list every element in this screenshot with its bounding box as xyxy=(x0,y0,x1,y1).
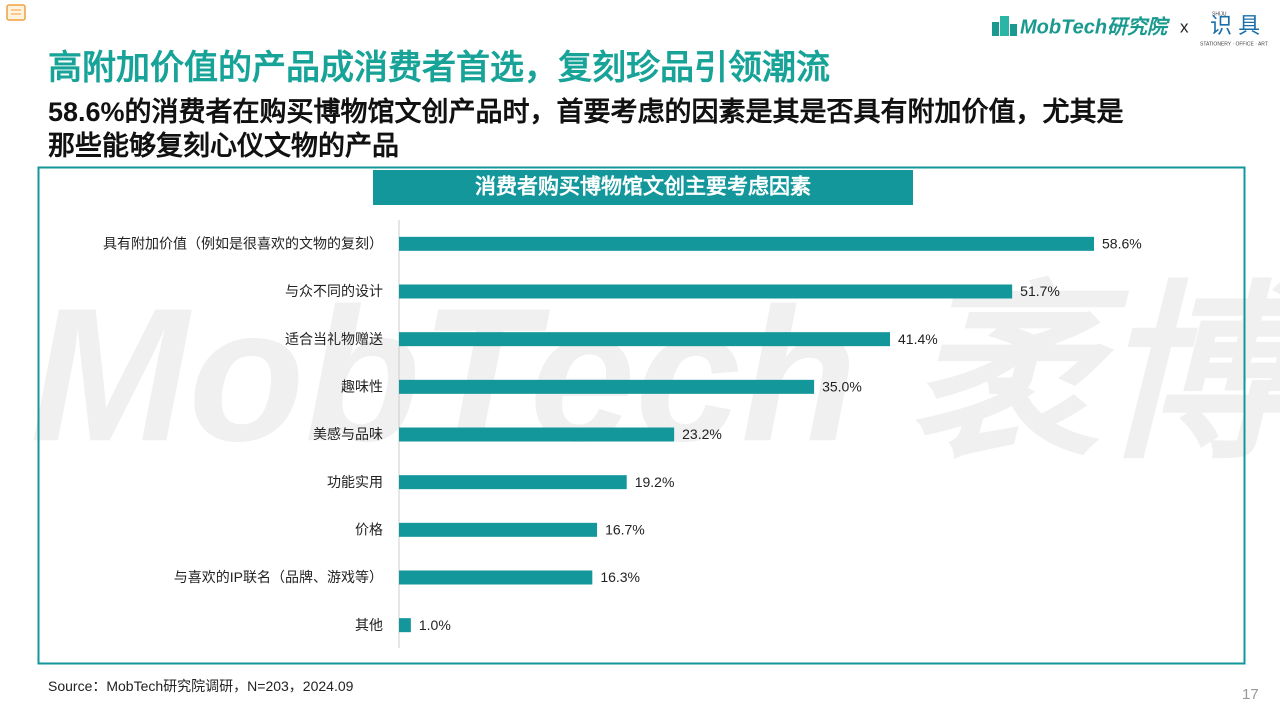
comment-icon xyxy=(6,4,26,21)
value-label: 41.4% xyxy=(898,331,938,347)
category-label: 价格 xyxy=(355,522,383,538)
source-note: Source：MobTech研究院调研，N=203，2024.09 xyxy=(48,678,354,694)
bar xyxy=(399,522,598,537)
bar xyxy=(399,570,593,585)
value-label: 23.2% xyxy=(682,426,722,442)
shiju-pinyin: SHIJU xyxy=(1212,11,1227,17)
value-label: 58.6% xyxy=(1102,236,1142,252)
slide-title: 高附加价值的产品成消费者首选，复刻珍品引领潮流 xyxy=(48,49,830,87)
bar xyxy=(399,618,411,633)
chart-title-banner xyxy=(373,170,913,205)
category-label: 适合当礼物赠送 xyxy=(285,331,383,347)
category-label: 功能实用 xyxy=(327,474,383,490)
bar xyxy=(399,284,1013,299)
bar xyxy=(399,427,675,442)
value-label: 19.2% xyxy=(635,474,675,490)
subtitle-line: 那些能够复刻心仪文物的产品 xyxy=(48,131,399,161)
category-label: 具有附加价值（例如是很喜欢的文物的复刻） xyxy=(103,236,383,252)
bar xyxy=(399,332,891,347)
bar xyxy=(399,475,627,490)
bar xyxy=(399,379,815,394)
chart-frame xyxy=(37,166,1246,665)
category-label: 与喜欢的IP联名（品牌、游戏等） xyxy=(174,569,383,585)
bar xyxy=(399,236,1094,251)
shiju-logo: 识 具 xyxy=(1210,13,1260,38)
value-label: 51.7% xyxy=(1020,283,1060,299)
subtitle-line: 58.6%的消费者在购买博物馆文创产品时，首要考虑的因素是其是否具有附加价值，尤… xyxy=(48,97,1124,127)
category-label: 与众不同的设计 xyxy=(285,283,383,299)
logo-separator: x xyxy=(1180,17,1189,36)
value-label: 16.3% xyxy=(600,569,640,585)
category-label: 趣味性 xyxy=(341,379,383,395)
logos: MobTech研究院 x SHIJU 识 具 STATIONERY · OFFI… xyxy=(992,11,1268,47)
category-label: 其他 xyxy=(355,617,383,633)
mobtech-logo: MobTech研究院 xyxy=(1020,15,1171,38)
value-label: 35.0% xyxy=(822,379,862,395)
shiju-tagline: STATIONERY · OFFICE · ART xyxy=(1200,41,1268,47)
chart-title: 消费者购买博物馆文创主要考虑因素 xyxy=(475,175,811,199)
page-number: 17 xyxy=(1242,686,1259,703)
category-label: 美感与品味 xyxy=(313,426,383,442)
watermark: MobTech 袤博 xyxy=(30,269,1280,481)
value-label: 16.7% xyxy=(605,522,645,538)
value-label: 1.0% xyxy=(419,617,451,633)
chart: MobTech 袤博 消费者购买博物馆文创主要考虑因素 具有附加价值（例如是很喜… xyxy=(30,166,1280,665)
